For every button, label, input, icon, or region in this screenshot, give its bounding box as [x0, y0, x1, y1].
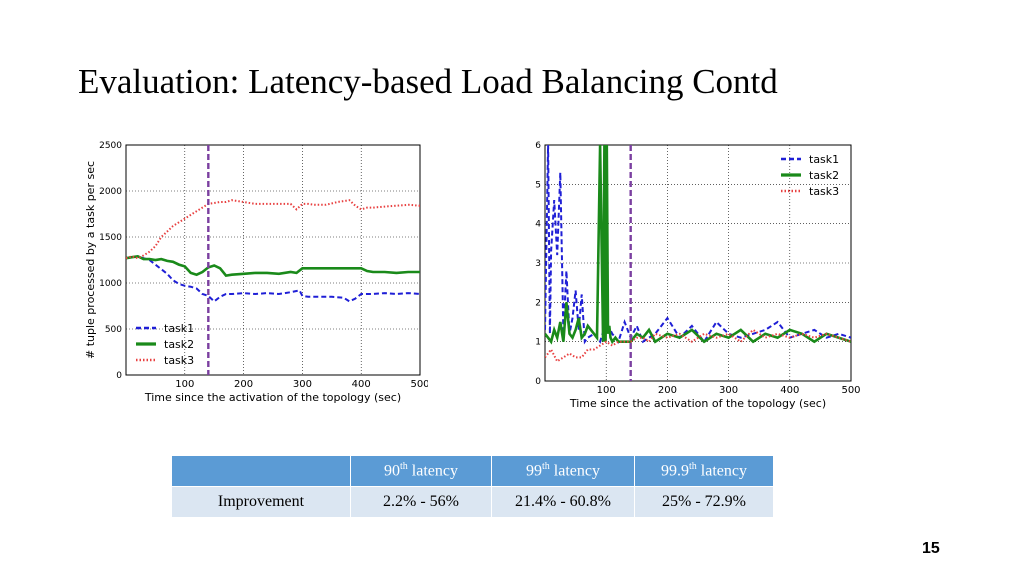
- x-tick-label: 200: [658, 385, 677, 396]
- y-axis-label: tuple latency of a task (msec): [515, 181, 516, 345]
- x-axis-label: Time since the activation of the topolog…: [569, 397, 826, 410]
- x-axis-label: Time since the activation of the topolog…: [144, 391, 401, 404]
- x-tick-label: 300: [293, 379, 312, 390]
- chart-legend: task1 task2 task3: [781, 153, 839, 198]
- y-tick-label: 3: [535, 259, 541, 269]
- x-tick-label: 500: [841, 385, 860, 396]
- table-cell: 2.2% - 56%: [350, 486, 492, 518]
- header-suffix: th: [689, 461, 697, 473]
- y-tick-label: 6: [535, 141, 541, 151]
- legend-label: task3: [809, 185, 839, 198]
- x-tick-label: 400: [780, 385, 799, 396]
- y-tick-label: 2500: [99, 141, 122, 151]
- y-tick-label: 2: [535, 298, 541, 308]
- table-header-cell: 99.9th latency: [634, 455, 774, 487]
- table-header-cell-empty: [171, 455, 351, 487]
- legend-label: task2: [164, 338, 194, 351]
- legend-label: task2: [809, 169, 839, 182]
- page-number: 15: [922, 540, 940, 557]
- y-tick-label: 1: [535, 338, 541, 348]
- series-line-task3: [545, 328, 851, 363]
- y-tick-label: 500: [105, 325, 122, 335]
- header-suffix: th: [400, 461, 408, 473]
- header-text: latency: [696, 462, 747, 480]
- x-tick-label: 100: [175, 379, 194, 390]
- table-cell: 25% - 72.9%: [634, 486, 774, 518]
- x-tick-label: 200: [234, 379, 253, 390]
- table-cell: 21.4% - 60.8%: [491, 486, 635, 518]
- y-tick-label: 0: [535, 377, 541, 387]
- chart-legend: task1 task2 task3: [136, 322, 194, 367]
- table-header-cell: 90th latency: [350, 455, 492, 487]
- legend-label: task1: [809, 153, 839, 166]
- table-header-cell: 99th latency: [491, 455, 635, 487]
- legend-label: task3: [164, 354, 194, 367]
- y-tick-label: 1000: [99, 279, 122, 289]
- legend-label: task1: [164, 322, 194, 335]
- throughput-chart: 100 200 300 400 500 0 500 1000 1500 2000 2500 Time …: [84, 141, 428, 404]
- latency-improvement-table: 90th latency 99th latency 99.9th latency…: [171, 455, 774, 518]
- x-tick-label: 100: [597, 385, 616, 396]
- series-line-task2: [126, 254, 420, 277]
- header-text: latency: [407, 462, 458, 480]
- y-tick-label: 2000: [99, 187, 122, 197]
- table-row-label: Improvement: [171, 486, 351, 518]
- series-line-task2: [545, 145, 851, 345]
- latency-chart: 100 200 300 400 500 0 1 2 3 4 5 6 Time since the act…: [515, 141, 861, 410]
- header-number: 99: [526, 462, 542, 480]
- plot-area: [125, 144, 421, 376]
- x-tick-label: 500: [410, 379, 428, 390]
- y-tick-label: 5: [535, 180, 541, 190]
- table-header-row: 90th latency 99th latency 99.9th latency: [171, 455, 774, 487]
- y-tick-label: 0: [116, 371, 122, 381]
- x-tick-label: 400: [352, 379, 371, 390]
- x-tick-label: 300: [719, 385, 738, 396]
- header-text: latency: [549, 462, 600, 480]
- header-number: 90: [384, 462, 400, 480]
- y-tick-label: 1500: [99, 233, 122, 243]
- table-row: Improvement 2.2% - 56% 21.4% - 60.8% 25%…: [171, 486, 774, 518]
- slide-title: Evaluation: Latency-based Load Balancing…: [78, 62, 778, 101]
- series-line-task1: [126, 255, 420, 303]
- series-line-task1: [545, 145, 851, 345]
- header-number: 99.9: [661, 462, 689, 480]
- header-suffix: th: [542, 461, 550, 473]
- y-axis-label: # tuple processed by a task per sec: [84, 161, 97, 359]
- y-tick-label: 4: [535, 220, 541, 230]
